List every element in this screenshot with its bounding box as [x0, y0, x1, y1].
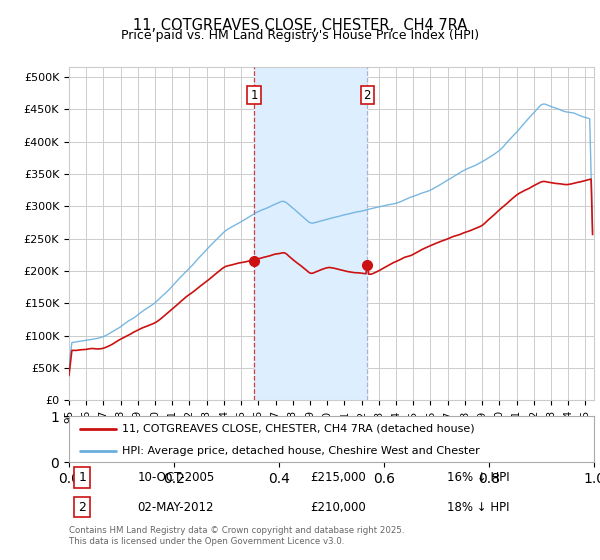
- Text: 2: 2: [364, 88, 371, 101]
- Text: 11, COTGREAVES CLOSE, CHESTER,  CH4 7RA: 11, COTGREAVES CLOSE, CHESTER, CH4 7RA: [133, 18, 467, 33]
- Text: 10-OCT-2005: 10-OCT-2005: [137, 471, 215, 484]
- Text: £215,000: £215,000: [311, 471, 366, 484]
- Text: Price paid vs. HM Land Registry's House Price Index (HPI): Price paid vs. HM Land Registry's House …: [121, 29, 479, 42]
- Text: 18% ↓ HPI: 18% ↓ HPI: [447, 501, 509, 514]
- Text: 16% ↓ HPI: 16% ↓ HPI: [447, 471, 509, 484]
- Text: Contains HM Land Registry data © Crown copyright and database right 2025.
This d: Contains HM Land Registry data © Crown c…: [69, 526, 404, 546]
- Bar: [254, 67, 367, 400]
- Text: 11, COTGREAVES CLOSE, CHESTER, CH4 7RA (detached house): 11, COTGREAVES CLOSE, CHESTER, CH4 7RA (…: [121, 424, 474, 434]
- Text: 1: 1: [250, 88, 258, 101]
- Text: 2: 2: [78, 501, 86, 514]
- Text: HPI: Average price, detached house, Cheshire West and Chester: HPI: Average price, detached house, Ches…: [121, 446, 479, 455]
- Text: 1: 1: [78, 471, 86, 484]
- Text: 02-MAY-2012: 02-MAY-2012: [137, 501, 214, 514]
- Text: £210,000: £210,000: [311, 501, 366, 514]
